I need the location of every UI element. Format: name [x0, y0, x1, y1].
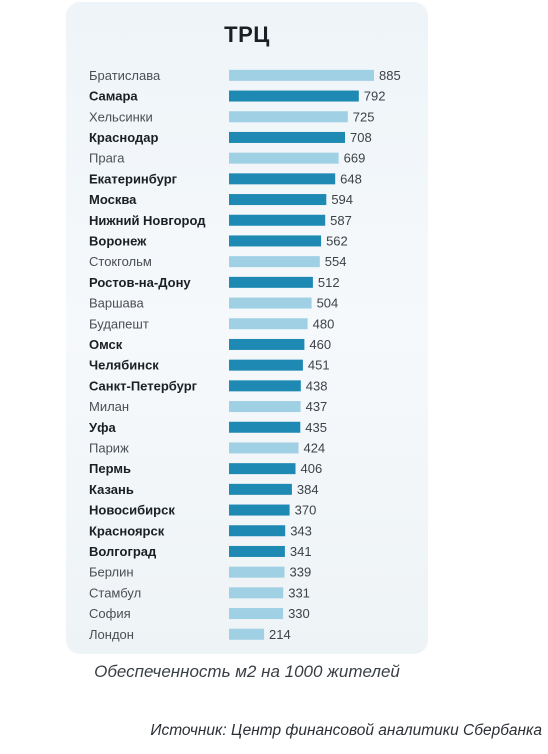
bar [229, 338, 305, 350]
category-label: Новосибирск [89, 503, 175, 518]
value-label: 562 [326, 233, 348, 248]
category-label: Милан [89, 399, 129, 414]
value-label: 504 [317, 296, 339, 311]
category-label: Красноярск [89, 523, 165, 538]
category-label: Пермь [89, 461, 131, 476]
bar [229, 69, 374, 81]
bar [229, 504, 290, 516]
value-label: 480 [313, 316, 335, 331]
value-label: 792 [364, 89, 386, 104]
value-label: 370 [295, 503, 317, 518]
category-label: Санкт-Петербург [89, 378, 198, 393]
bar [229, 628, 265, 640]
category-label: Челябинск [89, 358, 159, 373]
bar [229, 545, 285, 557]
bar [229, 173, 336, 185]
category-label: Париж [89, 440, 129, 455]
value-label: 437 [306, 399, 328, 414]
bar-chart: Братислава 885 Самара 792 Хельсинки 725 Красно… [89, 68, 401, 642]
bar [229, 380, 301, 392]
value-label: 554 [325, 254, 347, 269]
bar [229, 566, 285, 578]
bar [229, 421, 301, 433]
value-label: 725 [353, 109, 375, 124]
bar [229, 276, 313, 288]
category-label: София [89, 606, 131, 621]
bar [229, 152, 339, 164]
category-label: Волгоград [89, 544, 157, 559]
chart-subtitle: Обеспеченность м2 на 1000 жителей [94, 662, 400, 681]
bar [229, 256, 320, 268]
category-label: Самара [89, 89, 138, 104]
bar [229, 442, 299, 454]
value-label: 587 [330, 213, 352, 228]
value-label: 708 [350, 130, 372, 145]
bar [229, 297, 312, 309]
value-label: 451 [308, 358, 330, 373]
bar [229, 525, 286, 537]
value-label: 331 [288, 585, 310, 600]
value-label: 214 [269, 627, 291, 642]
value-label: 648 [340, 171, 362, 186]
category-label: Стокгольм [89, 254, 152, 269]
bar [229, 359, 303, 371]
bar [229, 483, 292, 495]
category-label: Братислава [89, 68, 161, 83]
bar [229, 131, 345, 143]
bar [229, 587, 284, 599]
category-label: Варшава [89, 296, 145, 311]
bar [229, 90, 359, 102]
category-label: Екатеринбург [89, 171, 178, 186]
bar [229, 111, 348, 123]
category-label: Будапешт [89, 316, 149, 331]
category-label: Ростов-на-Дону [89, 275, 191, 290]
chart-source: Источник: Центр финансовой аналитики Сбе… [150, 722, 542, 739]
value-label: 435 [305, 420, 327, 435]
chart-title: ТРЦ [224, 22, 270, 47]
bar [229, 463, 296, 475]
category-label: Нижний Новгород [89, 213, 206, 228]
category-label: Уфа [89, 420, 116, 435]
value-label: 384 [297, 482, 319, 497]
value-label: 339 [290, 565, 312, 580]
bar [229, 235, 322, 247]
value-label: 330 [288, 606, 310, 621]
category-label: Воронеж [89, 233, 147, 248]
category-label: Москва [89, 192, 137, 207]
value-label: 343 [290, 523, 312, 538]
value-label: 424 [303, 440, 325, 455]
value-label: 885 [379, 68, 401, 83]
value-label: 406 [301, 461, 323, 476]
category-label: Лондон [89, 627, 134, 642]
value-label: 460 [309, 337, 331, 352]
value-label: 341 [290, 544, 312, 559]
value-label: 594 [331, 192, 353, 207]
bar [229, 608, 284, 620]
category-label: Хельсинки [89, 109, 153, 124]
bar [229, 194, 327, 206]
category-label: Омск [89, 337, 123, 352]
category-label: Казань [89, 482, 134, 497]
bar [229, 318, 308, 330]
value-label: 669 [344, 151, 366, 166]
category-label: Прага [89, 151, 125, 166]
category-label: Берлин [89, 565, 134, 580]
category-label: Стамбул [89, 585, 141, 600]
category-label: Краснодар [89, 130, 158, 145]
bar [229, 401, 301, 413]
bar [229, 214, 326, 226]
value-label: 438 [306, 378, 328, 393]
value-label: 512 [318, 275, 340, 290]
